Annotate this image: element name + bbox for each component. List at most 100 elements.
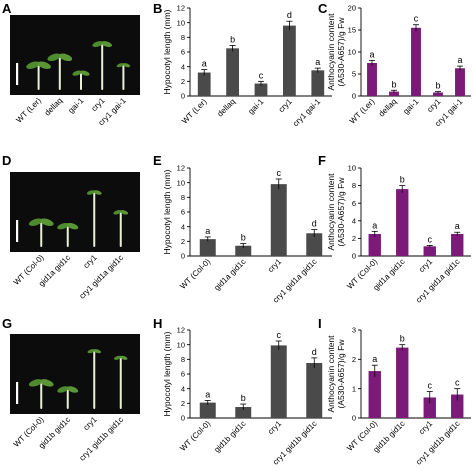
photo-d-scale-bar <box>16 220 19 242</box>
chart-h-significance-letter: b <box>241 393 246 403</box>
chart-e-significance-letter: c <box>277 168 282 178</box>
chart-e-bar <box>306 233 323 256</box>
photo-g-cotyledon <box>93 349 102 354</box>
chart-f-ytick-label: 10 <box>348 164 356 173</box>
photo-d-seedling <box>113 210 129 247</box>
chart-b-significance-letter: a <box>315 57 320 67</box>
chart-h-ylabel: Hypocotyl length (mm) <box>162 331 172 416</box>
photo-a-scale-bar <box>16 63 19 85</box>
chart-f-significance-letter: c <box>428 234 433 244</box>
chart-i-significance-letter: b <box>400 334 405 344</box>
chart-b-bar <box>254 83 268 96</box>
chart-c-bar <box>411 27 421 96</box>
photo-d-cotyledon <box>120 210 129 215</box>
chart-c-ylabel-line2: (A530-A657)/g Fw <box>336 17 346 87</box>
chart-f-ytick-label: 6 <box>352 199 356 208</box>
chart-b-bar <box>226 48 239 96</box>
chart-i-ylabel-line1: Anthocyanin content <box>326 335 336 413</box>
chart-b-significance-letter: b <box>230 34 235 44</box>
chart-e-ytick-label: 6 <box>181 208 185 217</box>
chart-f-significance-letter: a <box>455 221 460 231</box>
panel-letter-c: C <box>318 1 328 16</box>
chart-i-significance-letter: a <box>372 354 377 364</box>
photo-a-cotyledon <box>101 41 113 48</box>
photo-d-cotyledon <box>28 218 43 226</box>
chart-b-bar <box>197 72 211 96</box>
photo-a-cotyledon <box>92 41 104 48</box>
photo-g-cotyledon <box>113 355 122 360</box>
chart-e-ytick-label: 8 <box>181 193 185 202</box>
chart-b-ytick-label: 8 <box>181 33 185 42</box>
chart-h-ytick-label: 8 <box>181 355 185 364</box>
photo-g-cotyledon <box>57 386 69 393</box>
chart-b-ytick-label: 0 <box>181 92 185 101</box>
photo-g-seedling <box>113 355 128 409</box>
chart-c-significance-letter: a <box>457 55 462 65</box>
chart-i-ylabel-line2: (A530-A657)/g Fw <box>336 339 346 409</box>
chart-h-ytick-label: 4 <box>181 384 185 393</box>
photo-g-scale-bar <box>16 382 19 404</box>
chart-f-ylabel-line1: Anthocyanin content <box>326 173 336 251</box>
chart-e-significance-letter: d <box>312 219 317 229</box>
photo-d-seedling <box>86 190 102 247</box>
chart-b-ytick-label: 4 <box>181 62 185 71</box>
chart-c-ytick-label: 5 <box>352 70 356 79</box>
chart-f-bar <box>396 189 409 256</box>
chart-c-ytick-label: 15 <box>348 26 356 35</box>
chart-h-ytick-label: 12 <box>177 326 185 335</box>
chart-h-ytick-label: 6 <box>181 370 185 379</box>
photo-a-seedling <box>116 63 131 90</box>
chart-h-ytick-label: 2 <box>181 399 185 408</box>
photo-d-seedling <box>28 218 54 247</box>
chart-b-significance-letter: a <box>202 59 207 69</box>
photo-a-cotyledon <box>116 63 125 68</box>
chart-c-significance-letter: c <box>414 14 419 24</box>
chart-f-significance-letter: a <box>372 220 377 230</box>
chart-i-ytick-label: 1 <box>352 384 356 393</box>
chart-f-ytick-label: 0 <box>352 252 356 261</box>
chart-e-ytick-label: 4 <box>181 222 185 231</box>
photo-a-background <box>10 15 140 95</box>
chart-e-significance-letter: a <box>205 226 210 236</box>
chart-c-ytick-label: 20 <box>348 4 356 13</box>
chart-h-bar <box>199 402 216 418</box>
chart-f-bar <box>368 234 381 256</box>
photo-a-cotyledon <box>26 61 40 69</box>
photo-d-cotyledon <box>40 218 54 226</box>
photo-a-seedling <box>72 70 90 90</box>
photo-g-seedling <box>28 379 54 409</box>
photo-d-cotyledon <box>86 190 95 195</box>
chart-b-ytick-label: 10 <box>177 18 185 27</box>
chart-h-ytick-label: 10 <box>177 340 185 349</box>
chart-e-ylabel: Hypocotyl length (mm) <box>162 169 172 254</box>
panel-letter-e: E <box>153 153 162 168</box>
chart-e-bar <box>199 239 216 256</box>
chart-b-ytick-label: 6 <box>181 48 185 57</box>
chart-f-bar <box>423 246 436 256</box>
chart-i-bar <box>451 394 464 418</box>
chart-c-significance-letter: a <box>369 49 374 59</box>
panel-letter-d: D <box>2 153 11 168</box>
chart-i-ytick-label: 2 <box>352 355 356 364</box>
chart-c-ytick-label: 0 <box>352 92 356 101</box>
chart-b-significance-letter: d <box>287 10 292 20</box>
chart-c-bar <box>433 92 443 96</box>
photo-g-cotyledon <box>87 349 95 354</box>
chart-e-bar <box>270 184 287 256</box>
chart-b-ytick-label: 2 <box>181 77 185 86</box>
chart-i-bar <box>423 397 436 418</box>
panel-letter-a: A <box>2 1 12 16</box>
chart-e-ytick-label: 12 <box>177 164 185 173</box>
photo-g-seedling <box>57 386 79 409</box>
photo-a-cotyledon <box>122 63 131 68</box>
chart-c-significance-letter: b <box>391 79 396 89</box>
chart-b-ytick-label: 12 <box>177 4 185 13</box>
photo-d-cotyledon <box>113 210 122 215</box>
chart-b-ylabel: Hypocotyl length (mm) <box>162 9 172 94</box>
chart-e-ytick-label: 10 <box>177 178 185 187</box>
photo-a-seedling <box>26 61 51 90</box>
photo-g-background <box>10 334 140 414</box>
